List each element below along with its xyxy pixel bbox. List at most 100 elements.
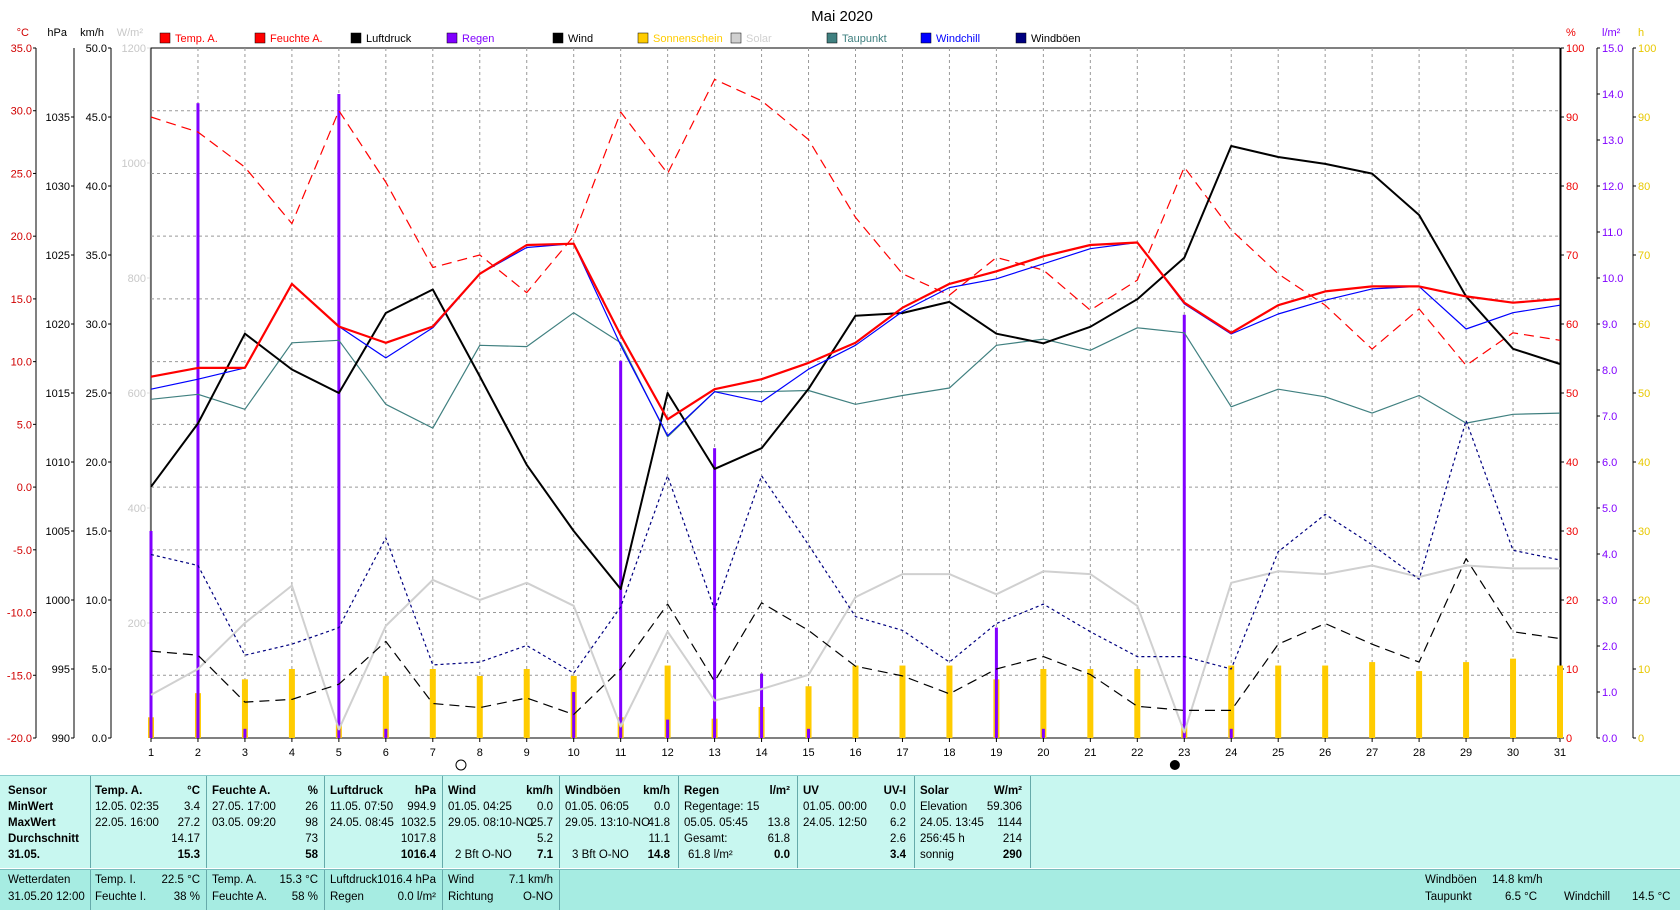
gust-avg: 11.1 xyxy=(648,833,670,845)
series-line-wind xyxy=(150,557,1561,716)
rain-days: Regentage: 15 xyxy=(684,801,760,813)
solar-avg: 214 xyxy=(1002,833,1022,845)
uv-unit: UV-I xyxy=(883,785,906,797)
tick-label-humidity: 0 xyxy=(1566,733,1572,745)
rain-bar xyxy=(994,627,998,738)
solar-elevation: 59.306 xyxy=(986,801,1022,813)
x-tick-label: 28 xyxy=(1413,747,1425,759)
sunshine-bar xyxy=(1557,665,1563,738)
unit-label-sun: h xyxy=(1638,27,1644,39)
tick-label-solar: 400 xyxy=(128,503,146,515)
x-tick-label: 22 xyxy=(1131,747,1143,759)
hum-indoor-label: Feuchte I. xyxy=(95,891,147,903)
pressure-current: 1016.4 hPa xyxy=(377,874,436,886)
rain-bar xyxy=(666,719,670,738)
unit-label-solar: W/m² xyxy=(117,27,144,39)
tick-label-pressure: 1025 xyxy=(46,250,70,262)
sunshine-bar xyxy=(1463,662,1470,738)
x-tick-label: 12 xyxy=(662,747,674,759)
hum-today: 58 xyxy=(305,849,318,861)
tick-label-solar: 600 xyxy=(128,388,146,400)
gust-header: Windböen xyxy=(565,785,621,797)
tick-label-temp: -10.0 xyxy=(7,608,32,620)
tick-label-rain: 1.0 xyxy=(1602,687,1617,699)
solar-sunny-label: sonnig xyxy=(920,849,954,861)
rain-total-label: Gesamt: xyxy=(684,833,728,845)
tick-label-sun: 80 xyxy=(1638,181,1650,193)
tick-label-pressure: 1000 xyxy=(46,595,70,607)
tick-label-rain: 8.0 xyxy=(1602,365,1617,377)
tick-label-humidity: 40 xyxy=(1566,457,1578,469)
solar-hours: 256:45 h xyxy=(920,833,965,845)
tick-label-rain: 7.0 xyxy=(1602,411,1617,423)
x-tick-label: 18 xyxy=(943,747,955,759)
tick-label-pressure: 1010 xyxy=(46,457,70,469)
tick-label-pressure: 1030 xyxy=(46,181,70,193)
legend-swatch xyxy=(730,32,742,44)
temp-outdoor: 15.3 °C xyxy=(279,874,318,886)
tick-label-wind: 15.0 xyxy=(86,526,107,538)
gust-min-time: 01.05. 06:05 xyxy=(565,801,629,813)
tick-label-solar: 200 xyxy=(128,618,146,630)
tick-label-rain: 3.0 xyxy=(1602,595,1617,607)
tick-label-solar: 1200 xyxy=(122,43,146,55)
rain-bar xyxy=(713,448,717,738)
left-axes: 35.0 30.0 25.0 20.0 15.0 10.0 5.0 0.0 -5.0 -10.0 -… xyxy=(7,43,151,745)
x-tick-label: 10 xyxy=(568,747,580,759)
legend-swatch xyxy=(552,32,564,44)
tick-label-rain: 14.0 xyxy=(1602,89,1623,101)
rain-bar xyxy=(1182,314,1186,738)
tick-label-humidity: 60 xyxy=(1566,319,1578,331)
tick-label-humidity: 30 xyxy=(1566,526,1578,538)
series-line-solar xyxy=(150,564,1560,734)
x-tick-label: 9 xyxy=(524,747,530,759)
x-tick-label: 27 xyxy=(1366,747,1378,759)
gust-today: 14.8 xyxy=(647,849,670,861)
uv-header: UV xyxy=(803,785,819,797)
uv-today: 3.4 xyxy=(890,849,906,861)
row-label-min: MinWert xyxy=(8,801,54,813)
tick-label-solar: 800 xyxy=(128,273,146,285)
hum-header: Feuchte A. xyxy=(212,785,271,797)
uv-max-time: 24.05. 12:50 xyxy=(803,817,867,829)
x-tick-label: 8 xyxy=(477,747,483,759)
gust-label: Windböen xyxy=(1425,874,1477,886)
pressure-label: Luftdruck xyxy=(330,874,378,886)
tick-label-sun: 40 xyxy=(1638,457,1650,469)
series-line-temp-a- xyxy=(150,241,1561,421)
legend-swatch xyxy=(254,32,266,44)
tick-label-wind: 25.0 xyxy=(86,388,107,400)
wind-label: Wind xyxy=(448,874,475,886)
temp-max-time: 22.05. 16:00 xyxy=(95,817,159,829)
gust-min: 0.0 xyxy=(654,801,670,813)
full-moon-icon xyxy=(455,759,467,771)
press-today: 1016.4 xyxy=(400,849,436,861)
x-tick-label: 30 xyxy=(1507,747,1519,759)
rain-today-sum: 61.8 l/m² xyxy=(688,849,733,861)
legend-swatch xyxy=(920,32,932,44)
x-tick-label: 15 xyxy=(802,747,814,759)
tick-label-wind: 35.0 xyxy=(86,250,107,262)
tick-label-rain: 10.0 xyxy=(1602,273,1623,285)
tick-label-wind: 5.0 xyxy=(92,664,107,676)
sunshine-bar xyxy=(523,669,530,738)
tick-label-humidity: 20 xyxy=(1566,595,1578,607)
rain-bar xyxy=(149,531,153,738)
sunshine-bar xyxy=(1322,665,1329,738)
hum-min-time: 27.05. 17:00 xyxy=(212,801,276,813)
rain-max-time: 05.05. 05:45 xyxy=(684,817,748,829)
tick-label-sun: 60 xyxy=(1638,319,1650,331)
rain-bar xyxy=(337,94,341,738)
x-tick-label: 5 xyxy=(336,747,342,759)
wind-today: 7.1 xyxy=(537,849,553,861)
sunshine-bar xyxy=(1369,662,1376,738)
tick-label-rain: 6.0 xyxy=(1602,457,1617,469)
tick-label-rain: 13.0 xyxy=(1602,135,1623,147)
tick-label-wind: 20.0 xyxy=(86,457,107,469)
tick-label-rain: 0.0 xyxy=(1602,733,1617,745)
tick-label-temp: -20.0 xyxy=(7,733,32,745)
hum-max-time: 03.05. 09:20 xyxy=(212,817,276,829)
hum-unit: % xyxy=(307,785,318,797)
rain-current: 0.0 l/m² xyxy=(397,891,436,903)
sunshine-bar xyxy=(1275,665,1282,738)
